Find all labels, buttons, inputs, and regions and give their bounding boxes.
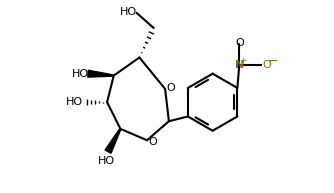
Text: HO: HO [71,69,89,79]
Text: N: N [235,60,244,70]
Text: −: − [267,54,278,67]
Polygon shape [88,70,114,77]
Text: O: O [148,137,157,147]
Text: O: O [235,38,243,48]
Text: HO: HO [120,7,137,17]
Text: HO: HO [98,156,115,166]
Polygon shape [105,129,121,153]
Text: O: O [262,60,271,70]
Text: O: O [166,83,175,93]
Text: +: + [239,56,246,65]
Text: HO: HO [65,97,83,107]
